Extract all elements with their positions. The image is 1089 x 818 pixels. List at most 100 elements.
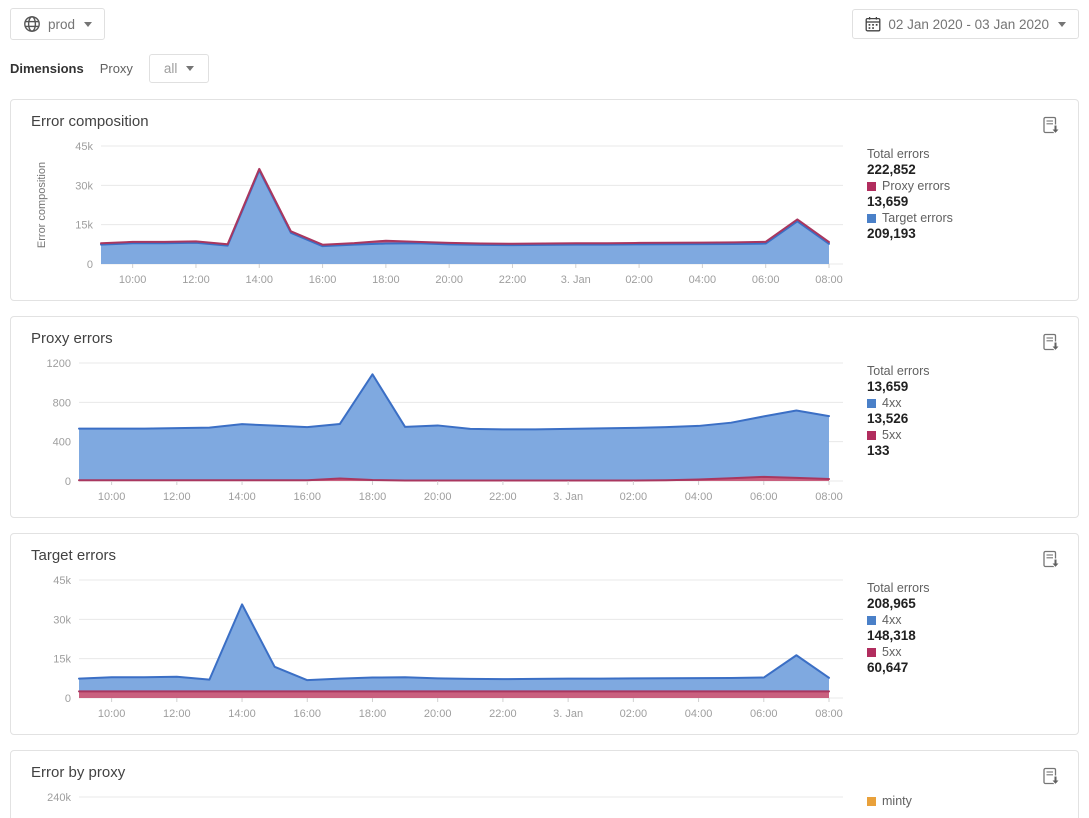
svg-text:18:00: 18:00 [359,708,387,720]
export-report-button[interactable] [1042,116,1062,141]
svg-text:12:00: 12:00 [182,274,210,286]
calendar-icon [865,16,881,32]
svg-text:10:00: 10:00 [119,274,147,286]
proxy-filter-label: Proxy [99,61,133,76]
legend-item: 5xx [867,644,1058,660]
legend-item-value: 209,193 [867,226,916,241]
svg-text:12:00: 12:00 [163,491,191,503]
svg-text:12:00: 12:00 [163,708,191,720]
svg-text:08:00: 08:00 [815,274,843,286]
svg-text:06:00: 06:00 [750,491,778,503]
svg-text:240k: 240k [47,792,71,804]
svg-text:3. Jan: 3. Jan [553,491,583,503]
svg-text:22:00: 22:00 [489,491,517,503]
legend-swatch-icon [867,647,876,657]
legend-item: 4xx [867,395,1058,411]
legend-total-label: Total errors [867,581,930,595]
chevron-down-icon [84,21,93,27]
svg-text:14:00: 14:00 [228,708,256,720]
svg-text:20:00: 20:00 [435,274,463,286]
card-title: Target errors [31,547,117,564]
legend-item-label: 5xx [882,645,902,659]
card-title: Error by proxy [31,764,126,781]
legend-item-value: 60,647 [867,660,909,675]
error-composition-card: Error composition 0 15k 30k 45k Error compos… [10,99,1079,301]
target-errors-chart: 0 15k 30k 45k 10:00 12:00 14:00 16:00 18:00 20:00… [53,575,843,720]
svg-text:22:00: 22:00 [499,274,527,286]
proxy-filter-dropdown[interactable]: all [148,54,210,83]
svg-text:02:00: 02:00 [620,708,648,720]
legend-swatch-icon [867,398,876,408]
svg-text:02:00: 02:00 [625,274,653,286]
legend-item: minty [867,793,1058,809]
svg-text:15k: 15k [75,220,93,232]
legend-total-value: 208,965 [867,596,916,611]
svg-text:10:00: 10:00 [98,491,126,503]
legend-item-value: 13,659 [867,194,909,209]
chevron-down-icon [186,66,195,71]
chevron-down-icon [1058,21,1066,27]
legend-item-label: Proxy errors [882,179,951,193]
svg-text:800: 800 [53,397,71,409]
svg-text:3. Jan: 3. Jan [561,274,591,286]
chart-legend: Total errors 13,659 4xx 13,526 5xx 133 [867,347,1058,459]
environment-selector[interactable]: prod [10,8,106,40]
svg-text:Error composition: Error composition [36,162,48,248]
svg-text:20:00: 20:00 [424,708,452,720]
legend-item: 5xx [867,427,1058,443]
legend-item-label: Target errors [882,211,953,225]
svg-text:04:00: 04:00 [685,491,713,503]
svg-text:400: 400 [53,437,71,449]
svg-text:20:00: 20:00 [424,491,452,503]
legend-swatch-icon [867,796,876,806]
svg-text:1200: 1200 [47,358,71,370]
error-composition-chart: 0 15k 30k 45k Error composition 10:00 12:00 14:… [36,141,843,286]
legend-total-label: Total errors [867,147,930,161]
dimensions-bar: Dimensions Proxy all [0,42,1089,99]
proxy-errors-card: Proxy errors 0 400 800 1200 10:00 12:00 14:00 1… [10,316,1079,518]
svg-text:0: 0 [65,476,71,488]
export-report-button[interactable] [1042,550,1062,575]
svg-text:06:00: 06:00 [750,708,778,720]
environment-label: prod [48,16,76,32]
svg-text:0: 0 [65,693,71,705]
legend-total-value: 222,852 [867,162,916,177]
svg-text:06:00: 06:00 [752,274,780,286]
svg-text:14:00: 14:00 [228,491,256,503]
legend-item-label: 5xx [882,428,902,442]
legend-swatch-icon [867,430,876,440]
legend-item-value: 148,318 [867,628,916,643]
date-range-label: 02 Jan 2020 - 03 Jan 2020 [888,16,1049,32]
svg-text:45k: 45k [75,141,93,153]
svg-text:18:00: 18:00 [359,491,387,503]
legend-item: 4xx [867,612,1058,628]
date-range-selector[interactable]: 02 Jan 2020 - 03 Jan 2020 [852,9,1079,39]
legend-item-label: minty [882,794,912,808]
chart-legend: minty [867,781,1058,809]
svg-text:16:00: 16:00 [309,274,337,286]
legend-total-label: Total errors [867,364,930,378]
proxy-errors-chart: 0 400 800 1200 10:00 12:00 14:00 16:00 18:00 20:0… [47,358,843,503]
svg-text:10:00: 10:00 [98,708,126,720]
export-report-button[interactable] [1042,767,1062,792]
top-bar: prod 02 Jan 2020 - 03 Jan 2020 [0,0,1089,42]
target-errors-card: Target errors 0 15k 30k 45k 10:00 12:00 14:00 1… [10,533,1079,735]
legend-swatch-icon [867,213,876,223]
svg-text:22:00: 22:00 [489,708,517,720]
svg-text:14:00: 14:00 [245,274,273,286]
export-report-button[interactable] [1042,333,1062,358]
legend-item-label: 4xx [882,613,902,627]
svg-text:16:00: 16:00 [293,708,321,720]
error-by-proxy-card: Error by proxy 240k minty [10,750,1079,818]
error-by-proxy-chart: 240k [47,792,843,804]
dimensions-label: Dimensions [10,61,84,76]
legend-item-value: 133 [867,443,890,458]
svg-text:15k: 15k [53,654,71,666]
svg-text:16:00: 16:00 [293,491,321,503]
svg-text:08:00: 08:00 [815,708,843,720]
legend-total-value: 13,659 [867,379,909,394]
legend-swatch-icon [867,181,876,191]
legend-item: Proxy errors [867,178,1058,194]
legend-item: Target errors [867,210,1058,226]
svg-text:04:00: 04:00 [685,708,713,720]
